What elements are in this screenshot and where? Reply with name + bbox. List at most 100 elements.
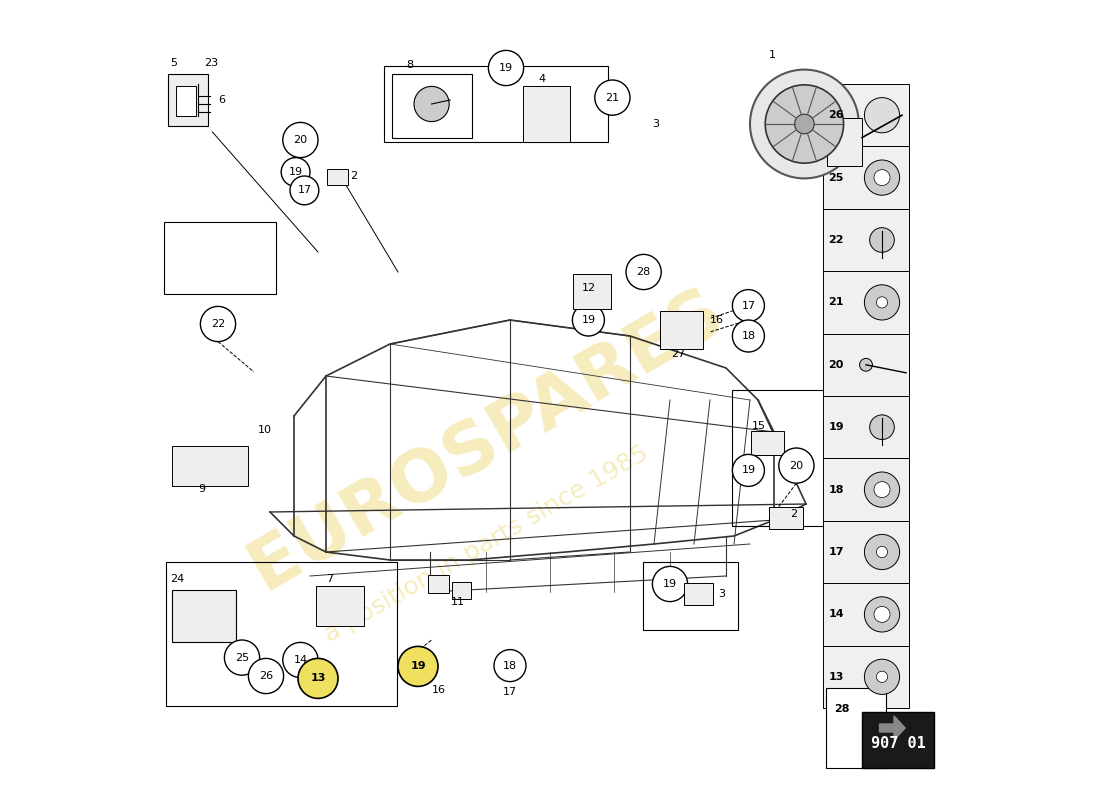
- Circle shape: [398, 646, 438, 686]
- Text: 25: 25: [235, 653, 249, 662]
- FancyBboxPatch shape: [769, 507, 803, 529]
- Circle shape: [874, 170, 890, 186]
- Circle shape: [572, 304, 604, 336]
- Text: 19: 19: [499, 63, 513, 73]
- Text: 10: 10: [258, 425, 272, 434]
- Text: 21: 21: [828, 298, 844, 307]
- FancyBboxPatch shape: [660, 311, 703, 349]
- FancyBboxPatch shape: [428, 575, 449, 593]
- FancyBboxPatch shape: [393, 74, 472, 138]
- Circle shape: [494, 650, 526, 682]
- Circle shape: [794, 114, 814, 134]
- FancyBboxPatch shape: [862, 712, 934, 768]
- FancyBboxPatch shape: [522, 86, 570, 142]
- FancyBboxPatch shape: [573, 274, 610, 309]
- FancyBboxPatch shape: [173, 590, 235, 642]
- FancyBboxPatch shape: [823, 146, 910, 209]
- Text: 23: 23: [205, 58, 219, 68]
- Circle shape: [865, 160, 900, 195]
- Text: 3: 3: [652, 119, 659, 129]
- Circle shape: [595, 80, 630, 115]
- Text: 1: 1: [769, 50, 776, 60]
- Circle shape: [283, 122, 318, 158]
- Text: 3: 3: [718, 589, 725, 598]
- Text: 22: 22: [828, 235, 844, 245]
- Circle shape: [200, 306, 235, 342]
- Text: 16: 16: [710, 315, 724, 325]
- Text: 20: 20: [790, 461, 803, 470]
- Text: 18: 18: [828, 485, 844, 494]
- Text: 19: 19: [581, 315, 595, 325]
- Circle shape: [865, 659, 900, 694]
- Text: EUROSPARES: EUROSPARES: [236, 276, 736, 604]
- Text: 7: 7: [327, 574, 333, 584]
- Circle shape: [766, 85, 844, 163]
- Text: 5: 5: [170, 58, 177, 68]
- Circle shape: [626, 254, 661, 290]
- Text: 17: 17: [828, 547, 844, 557]
- FancyBboxPatch shape: [823, 396, 910, 458]
- Text: 19: 19: [410, 662, 426, 671]
- Circle shape: [298, 658, 338, 698]
- Circle shape: [733, 290, 764, 322]
- FancyBboxPatch shape: [683, 583, 713, 605]
- Text: 26: 26: [828, 110, 844, 120]
- Text: 8: 8: [406, 60, 414, 70]
- Text: 13: 13: [828, 672, 844, 682]
- Circle shape: [865, 98, 900, 133]
- Text: 14: 14: [828, 610, 844, 619]
- Circle shape: [865, 597, 900, 632]
- FancyBboxPatch shape: [317, 586, 364, 626]
- Circle shape: [870, 228, 894, 252]
- Text: 2: 2: [791, 509, 798, 518]
- FancyBboxPatch shape: [823, 646, 910, 708]
- Circle shape: [290, 176, 319, 205]
- Text: 907 01: 907 01: [870, 737, 925, 751]
- Text: 19: 19: [828, 422, 844, 432]
- FancyBboxPatch shape: [823, 521, 910, 583]
- Circle shape: [488, 50, 524, 86]
- Circle shape: [414, 86, 449, 122]
- Circle shape: [652, 566, 688, 602]
- FancyBboxPatch shape: [823, 209, 910, 271]
- Text: 19: 19: [741, 466, 756, 475]
- Text: 12: 12: [581, 283, 595, 293]
- FancyBboxPatch shape: [168, 74, 208, 126]
- Circle shape: [224, 640, 260, 675]
- Circle shape: [865, 534, 900, 570]
- Text: 19: 19: [414, 659, 428, 669]
- Text: 13: 13: [310, 674, 326, 683]
- Circle shape: [282, 158, 310, 186]
- Text: 28: 28: [834, 704, 849, 714]
- Text: 18: 18: [741, 331, 756, 341]
- Circle shape: [733, 454, 764, 486]
- Circle shape: [870, 415, 894, 439]
- Text: 13: 13: [311, 674, 324, 683]
- Text: 18: 18: [503, 661, 517, 670]
- Circle shape: [750, 70, 859, 178]
- FancyBboxPatch shape: [823, 271, 910, 334]
- Circle shape: [865, 285, 900, 320]
- Circle shape: [733, 320, 764, 352]
- Circle shape: [779, 448, 814, 483]
- Text: 14: 14: [294, 655, 308, 665]
- FancyBboxPatch shape: [827, 118, 862, 166]
- Text: 15: 15: [751, 421, 766, 430]
- Circle shape: [877, 297, 888, 308]
- Text: 19: 19: [663, 579, 678, 589]
- Text: 22: 22: [211, 319, 226, 329]
- Circle shape: [874, 482, 890, 498]
- FancyBboxPatch shape: [173, 446, 248, 486]
- Circle shape: [877, 671, 888, 682]
- Text: a position in parts since 1985: a position in parts since 1985: [320, 441, 652, 647]
- Text: 24: 24: [170, 574, 185, 584]
- FancyBboxPatch shape: [327, 169, 349, 185]
- FancyBboxPatch shape: [751, 431, 784, 455]
- Text: 25: 25: [828, 173, 844, 182]
- Text: 19: 19: [288, 167, 302, 177]
- FancyBboxPatch shape: [823, 84, 910, 146]
- Circle shape: [405, 648, 437, 680]
- Text: 9: 9: [198, 484, 206, 494]
- Text: 6: 6: [218, 95, 226, 105]
- Text: 11: 11: [451, 597, 465, 606]
